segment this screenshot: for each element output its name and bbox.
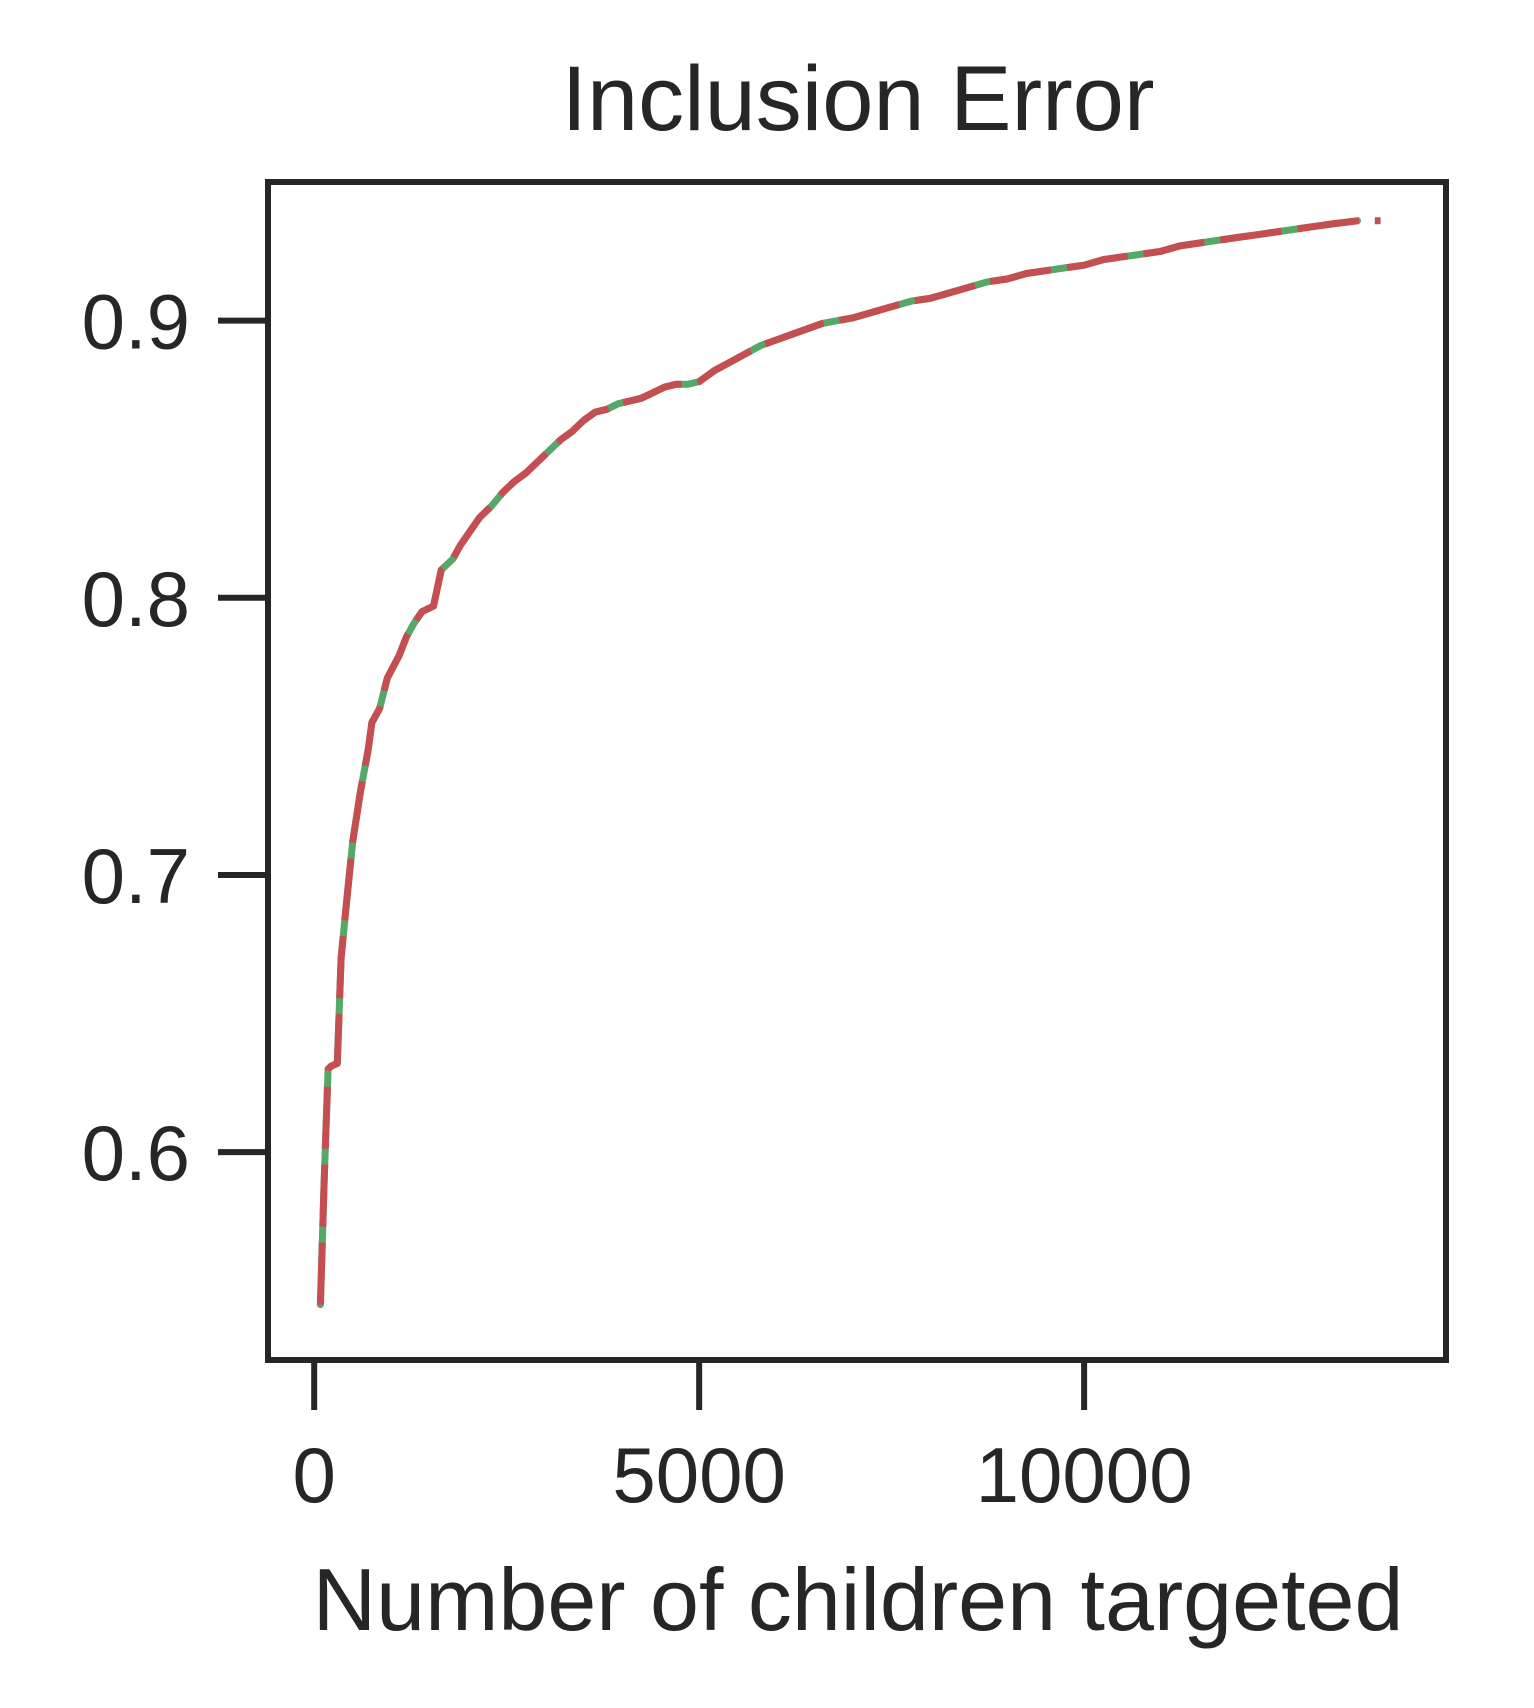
y-tick-label: 0.7	[82, 832, 190, 920]
x-axis: 0 5000 10000	[293, 1360, 1193, 1519]
plot-lines	[316, 217, 1381, 1309]
x-axis-label: Number of children targeted	[313, 1550, 1404, 1649]
x-tick-label: 0	[293, 1431, 336, 1519]
series-line-2	[316, 217, 1381, 1305]
x-tick-label: 10000	[976, 1431, 1193, 1519]
x-tick-label: 5000	[612, 1431, 786, 1519]
chart-title: Inclusion Error	[561, 48, 1154, 150]
y-tick-label: 0.8	[82, 555, 190, 643]
plot-frame	[265, 179, 1449, 1363]
y-tick-label: 0.6	[82, 1109, 190, 1197]
y-tick-label: 0.9	[82, 278, 190, 366]
y-axis: 0.6 0.7 0.8 0.9	[82, 278, 268, 1197]
series-line-1	[316, 217, 1361, 1309]
